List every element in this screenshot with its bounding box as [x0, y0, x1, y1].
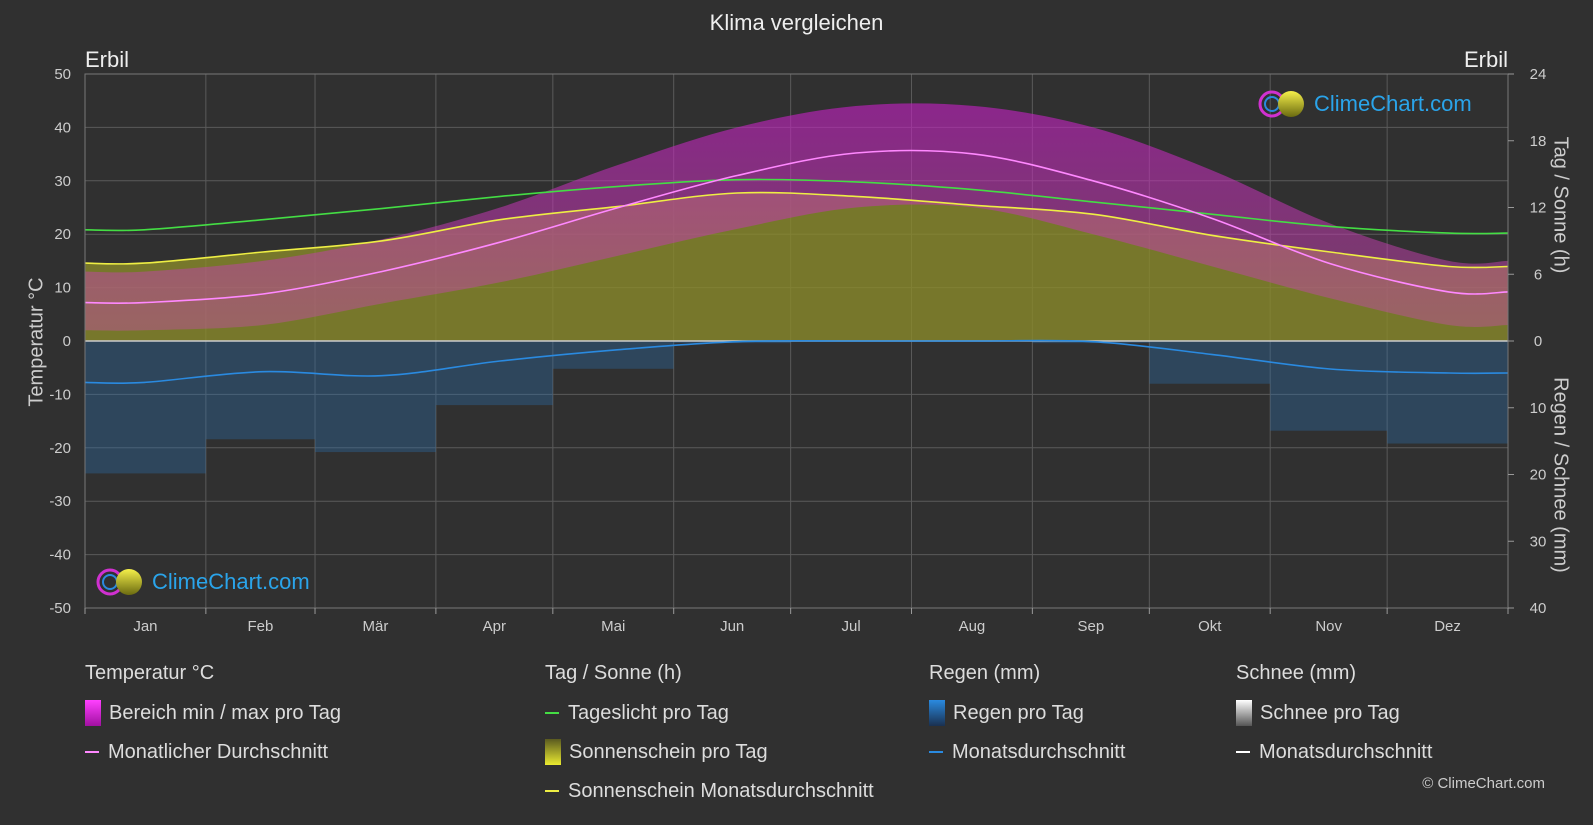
legend-snow: Schnee (mm) Schnee pro Tag Monatsdurchsc… — [1236, 662, 1432, 778]
legend-temperature-header: Temperatur °C — [85, 662, 215, 684]
legend-sun-header: Tag / Sonne (h) — [545, 662, 682, 684]
rain-avg-line — [84, 339, 1509, 384]
daylight-swatch — [545, 712, 559, 714]
logo-bottom-left[interactable]: ClimeChart.com — [96, 566, 310, 598]
temp-avg-swatch — [85, 751, 99, 753]
temp-range-swatch — [85, 700, 101, 726]
rain-bar — [1149, 341, 1271, 384]
temp-tick-label: 20 — [54, 226, 71, 243]
legend-daylight-label: Tageslicht pro Tag — [568, 701, 729, 724]
legend-temperature: Temperatur °C Bereich min / max pro Tag … — [85, 662, 341, 778]
snow-swatch — [1236, 700, 1252, 726]
legend-item-snow-avg: Monatsdurchschnitt — [1236, 739, 1432, 765]
climechart-logo-icon — [96, 568, 142, 596]
month-label: Jul — [841, 618, 860, 635]
legend-sunshine-label: Sonnenschein pro Tag — [569, 740, 768, 763]
legend-item-rain: Regen pro Tag — [929, 700, 1125, 726]
temp-avg-line — [84, 149, 1509, 305]
y-axis-right-top-title: Tag / Sonne (h) — [1549, 136, 1572, 274]
sun-tick-label: 18 — [1530, 133, 1547, 150]
chart-title: Klima vergleichen — [709, 10, 884, 35]
month-label: Aug — [959, 618, 986, 635]
temp-range-band — [85, 103, 1508, 331]
legend-temp-avg-label: Monatlicher Durchschnitt — [108, 740, 329, 763]
rain-bar — [552, 341, 674, 369]
y-axis-right-bottom-title: Regen / Schnee (mm) — [1549, 377, 1572, 573]
y-axis-left-title: Temperatur °C — [25, 277, 48, 407]
sunshine-avg-line — [84, 191, 1509, 269]
temp-tick-label: 40 — [54, 119, 71, 136]
month-label: Okt — [1198, 618, 1222, 635]
copyright: © ClimeChart.com — [1422, 775, 1545, 792]
sun-tick-label: 24 — [1530, 66, 1547, 83]
rain-tick-label: 10 — [1530, 400, 1547, 417]
rain-tick-label: 30 — [1530, 533, 1547, 550]
rain-bar — [435, 341, 553, 406]
temp-tick-label: -20 — [49, 440, 71, 457]
month-label: Feb — [248, 618, 274, 635]
rain-bar — [85, 341, 206, 474]
legend-rain-avg-label: Monatsdurchschnitt — [952, 740, 1126, 763]
logo-text: ClimeChart.com — [1314, 91, 1472, 116]
rain-tick-label: 20 — [1530, 467, 1547, 484]
rain-bar — [1270, 341, 1388, 431]
legend-item-temp-range: Bereich min / max pro Tag — [85, 700, 341, 726]
rain-bar — [205, 341, 316, 440]
month-label: Jan — [133, 618, 157, 635]
legend-item-snow: Schnee pro Tag — [1236, 700, 1432, 726]
snow-avg-swatch — [1236, 751, 1250, 753]
rain-swatch — [929, 700, 945, 726]
logo-top-right[interactable]: ClimeChart.com — [1258, 88, 1472, 120]
rain-bar — [1387, 341, 1508, 444]
location-right: Erbil — [1463, 47, 1508, 72]
temp-tick-label: 0 — [63, 333, 71, 350]
legend-item-rain-avg: Monatsdurchschnitt — [929, 739, 1125, 765]
legend-item-sunshine: Sonnenschein pro Tag — [545, 739, 874, 765]
temp-tick-label: -50 — [49, 600, 71, 617]
logo-text: ClimeChart.com — [152, 569, 310, 594]
rain-avg-swatch — [929, 751, 943, 753]
temp-tick-label: -30 — [49, 493, 71, 510]
legend-rain: Regen (mm) Regen pro Tag Monatsdurchschn… — [929, 662, 1125, 778]
legend-temp-range-label: Bereich min / max pro Tag — [109, 701, 341, 724]
sun-tick-label: 12 — [1530, 200, 1547, 217]
legend-item-daylight: Tageslicht pro Tag — [545, 700, 874, 726]
month-label: Apr — [483, 618, 506, 635]
rain-bar — [315, 341, 436, 453]
month-label: Dez — [1434, 618, 1461, 635]
temp-tick-label: -40 — [49, 547, 71, 564]
legend-item-temp-avg: Monatlicher Durchschnitt — [85, 739, 341, 765]
rain-tick-label: 40 — [1530, 600, 1547, 617]
legend-snow-header: Schnee (mm) — [1236, 662, 1357, 684]
daylight-line — [84, 178, 1509, 235]
sunshine-swatch — [545, 739, 561, 765]
sun-tick-label: 6 — [1534, 266, 1542, 283]
legend-sunshine-avg-label: Sonnenschein Monatsdurchschnitt — [568, 779, 874, 802]
legend-sun: Tag / Sonne (h) Tageslicht pro Tag Sonne… — [545, 662, 874, 817]
temp-tick-label: -10 — [49, 386, 71, 403]
month-label: Nov — [1315, 618, 1342, 635]
month-label: Jun — [720, 618, 744, 635]
sunshine-avg-swatch — [545, 790, 559, 792]
month-label: Mai — [601, 618, 625, 635]
temp-tick-label: 30 — [54, 173, 71, 190]
month-label: Mär — [363, 618, 389, 635]
legend-snow-label: Schnee pro Tag — [1260, 701, 1400, 724]
temp-tick-label: 10 — [54, 280, 71, 297]
sun-tick-label: 0 — [1534, 333, 1542, 350]
legend-snow-avg-label: Monatsdurchschnitt — [1259, 740, 1433, 763]
month-label: Sep — [1077, 618, 1104, 635]
climechart-logo-icon — [1258, 90, 1304, 118]
legend-rain-header: Regen (mm) — [929, 662, 1041, 684]
temp-tick-label: 50 — [54, 66, 71, 83]
legend-rain-label: Regen pro Tag — [953, 701, 1084, 724]
legend-item-sunshine-avg: Sonnenschein Monatsdurchschnitt — [545, 778, 874, 804]
location-left: Erbil — [85, 47, 130, 72]
